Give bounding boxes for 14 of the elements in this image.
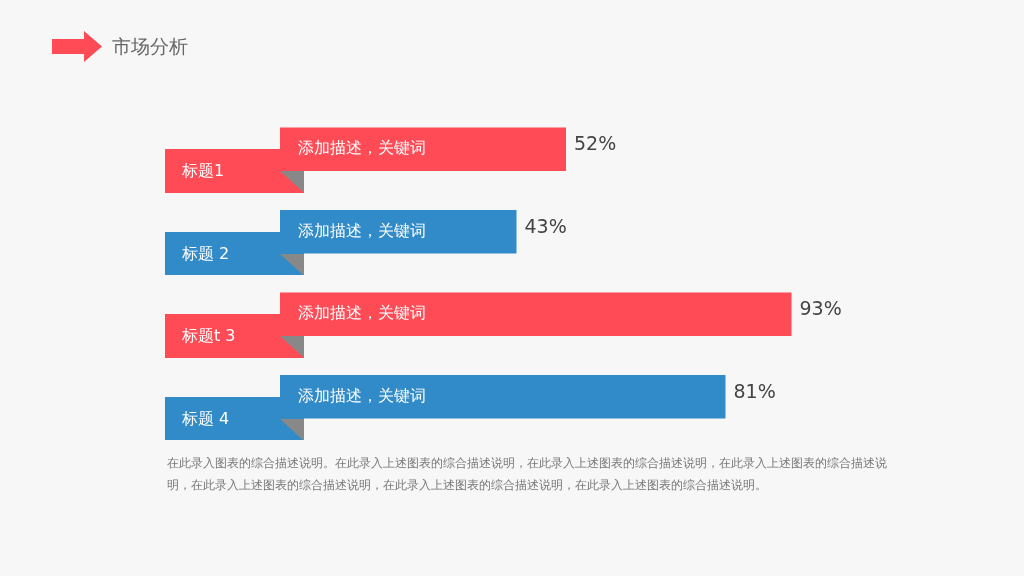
data-label: 52% [574, 132, 617, 155]
y-tick-label: 标题t 3 [182, 326, 236, 347]
y-tick-label: 标题1 [182, 161, 225, 182]
y-tick-label: 标题 4 [182, 408, 230, 429]
y-tick-label: 标题 2 [182, 243, 230, 264]
annotation: 添加描述，关键词 [298, 385, 426, 405]
data-label: 93% [799, 297, 842, 320]
annotation: 添加描述，关键词 [298, 138, 426, 158]
annotation: 添加描述，关键词 [298, 303, 426, 323]
data-label: 81% [733, 379, 776, 402]
annotation: 添加描述，关键词 [298, 220, 426, 240]
annotation: 在此录入图表的综合描述说明。在此录入上述图表的综合描述说明，在此录入上述图表的综合描述说明，在此录入上述图表的综合描述说明，在此录入上述图表的综合描述说明，在此录入上述图表的综合描述说明，在此录入上述图表的综合描述说明。 [167, 455, 887, 494]
chart-title: 市场分析 [112, 34, 188, 59]
data-label: 43% [524, 214, 567, 237]
